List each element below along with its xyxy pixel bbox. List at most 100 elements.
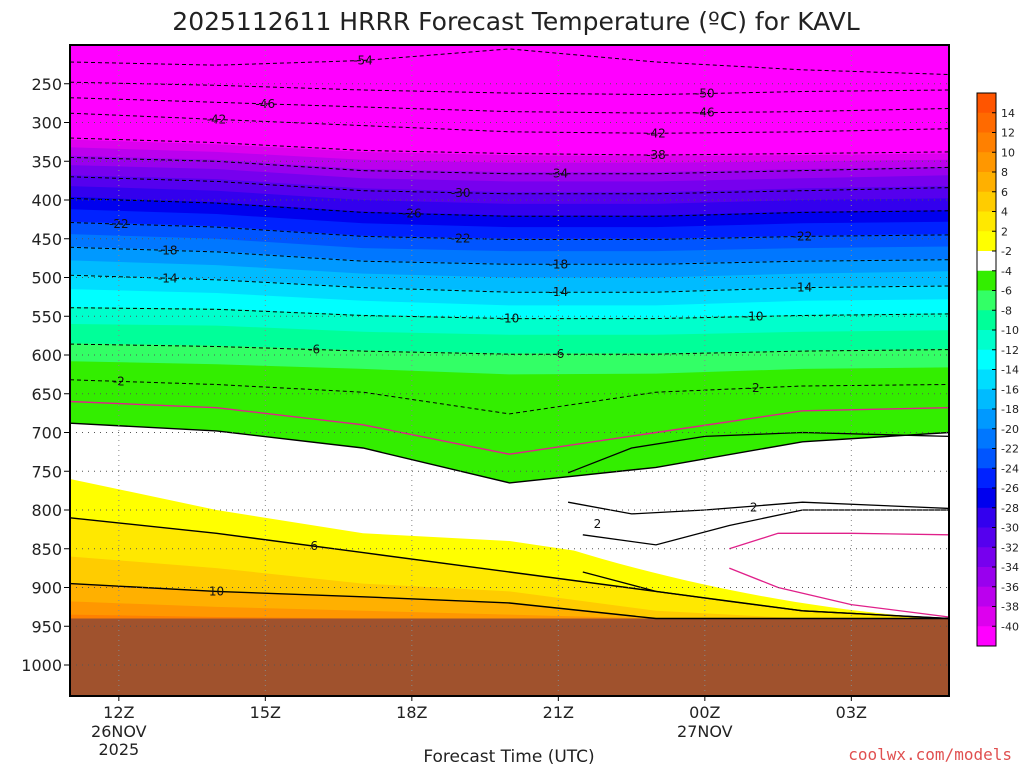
x-tick-sublabel: 26NOV bbox=[91, 722, 147, 741]
colorbar-tick-label: 2 bbox=[1001, 225, 1008, 238]
colorbar-swatch bbox=[977, 172, 996, 193]
y-tick-label-950: 950 bbox=[31, 617, 62, 636]
region-inversion-white-layer bbox=[568, 510, 949, 619]
ground-fill bbox=[70, 618, 949, 696]
contour-line--2 bbox=[69, 379, 950, 415]
x-tick-sublabel: 27NOV bbox=[677, 722, 733, 741]
y-tick-label-650: 650 bbox=[31, 385, 62, 404]
colorbar-swatch bbox=[977, 567, 996, 588]
contour-label: -14 bbox=[549, 285, 569, 299]
contour-line-2 bbox=[69, 422, 950, 484]
colorbar-tick-label: -28 bbox=[1001, 502, 1019, 515]
y-tick-label-550: 550 bbox=[31, 307, 62, 326]
x-tick-label-12Z: 12Z bbox=[103, 703, 134, 722]
y-tick-label-500: 500 bbox=[31, 269, 62, 288]
contour-label: -34 bbox=[549, 167, 569, 181]
contour-label: -38 bbox=[646, 148, 666, 162]
colorbar-tick-label: -38 bbox=[1001, 601, 1019, 614]
colorbar-swatch bbox=[977, 310, 996, 331]
contour-label: -18 bbox=[158, 243, 178, 257]
contour-label: -10 bbox=[744, 310, 764, 324]
colorbar-swatch bbox=[977, 409, 996, 430]
contour-label: -26 bbox=[402, 207, 422, 221]
contour-label: -30 bbox=[451, 186, 471, 200]
temp-band-12 bbox=[70, 601, 949, 619]
y-tick-label-1000: 1000 bbox=[21, 656, 62, 675]
colorbar-swatch bbox=[977, 251, 996, 272]
credit-text[interactable]: coolwx.com/models bbox=[848, 745, 1012, 764]
colorbar-swatch bbox=[977, 547, 996, 568]
colorbar-tick-label: 14 bbox=[1001, 107, 1015, 120]
colorbar-swatch bbox=[977, 448, 996, 469]
colorbar-tick-label: -12 bbox=[1001, 344, 1019, 357]
contour-line-0 bbox=[69, 400, 950, 455]
contour-label: -2 bbox=[748, 381, 760, 395]
colorbar-swatch bbox=[977, 270, 996, 291]
contour-label: -42 bbox=[207, 112, 227, 126]
y-tick-label-300: 300 bbox=[31, 114, 62, 133]
colorbar-tick-label: -20 bbox=[1001, 423, 1019, 436]
colorbar-tick-label: -16 bbox=[1001, 383, 1019, 396]
y-tick-label-600: 600 bbox=[31, 346, 62, 365]
colorbar-swatch bbox=[977, 428, 996, 449]
y-tick-label-800: 800 bbox=[31, 501, 62, 520]
colorbar-swatch bbox=[977, 468, 996, 489]
x-tick-label-03Z: 03Z bbox=[836, 703, 867, 722]
y-tick-label-850: 850 bbox=[31, 540, 62, 559]
colorbar-tick-label: -24 bbox=[1001, 462, 1019, 475]
colorbar: 14 12 10 8 6 4 2 -2 -4 -6 -8 -10 -12 -14 -16 -18 -20 -22 -… bbox=[976, 92, 1019, 647]
colorbar-tick-label: -26 bbox=[1001, 482, 1019, 495]
colorbar-swatch bbox=[977, 626, 996, 647]
contour-label: -6 bbox=[552, 347, 564, 361]
contour-label: -22 bbox=[109, 217, 129, 231]
colorbar-swatch bbox=[977, 152, 996, 173]
contour-line-10 bbox=[69, 582, 949, 620]
inner-contour-label: 2 bbox=[594, 517, 602, 531]
temp-band-14 bbox=[70, 614, 949, 619]
colorbar-tick-label: -32 bbox=[1001, 541, 1019, 554]
colorbar-tick-label: -4 bbox=[1001, 265, 1012, 278]
contour-label: -2 bbox=[113, 374, 125, 388]
contour-label: -14 bbox=[793, 281, 813, 295]
x-tick-label-00Z: 00Z bbox=[689, 703, 720, 722]
plot-frame bbox=[69, 44, 950, 697]
colorbar-tick-label: -18 bbox=[1001, 403, 1019, 416]
colorbar-swatch bbox=[977, 606, 996, 627]
y-axis: 250 300 350 400 450 500 550 600 650 700 750 800 850 9… bbox=[21, 75, 70, 675]
colorbar-tick-label: 4 bbox=[1001, 206, 1008, 219]
colorbar-swatch bbox=[977, 132, 996, 153]
y-tick-label-450: 450 bbox=[31, 230, 62, 249]
contour-label: 10 bbox=[209, 584, 224, 598]
colorbar-swatch bbox=[977, 349, 996, 370]
y-tick-label-400: 400 bbox=[31, 191, 62, 210]
contour-label: 6 bbox=[310, 539, 318, 553]
inner-contour-label: 2 bbox=[750, 501, 758, 515]
contour-label: -42 bbox=[646, 126, 666, 140]
colorbar-tick-label: -10 bbox=[1001, 324, 1019, 337]
y-tick-label-900: 900 bbox=[31, 579, 62, 598]
contour-label: -46 bbox=[695, 106, 715, 120]
x-tick-label-18Z: 18Z bbox=[396, 703, 427, 722]
colorbar-swatch bbox=[977, 211, 996, 232]
colorbar-tick-label: -34 bbox=[1001, 561, 1019, 574]
contour-label: -6 bbox=[308, 343, 320, 357]
contour-label: -18 bbox=[549, 257, 569, 271]
y-tick-label-350: 350 bbox=[31, 152, 62, 171]
colorbar-tick-label: -2 bbox=[1001, 245, 1012, 258]
colorbar-swatch bbox=[977, 231, 996, 252]
colorbar-swatch bbox=[977, 369, 996, 390]
colorbar-tick-label: -6 bbox=[1001, 285, 1012, 298]
x-tick-sublabel: 2025 bbox=[98, 740, 139, 759]
x-axis-label: Forecast Time (UTC) bbox=[423, 747, 594, 767]
colorbar-swatch bbox=[977, 112, 996, 133]
colorbar-tick-label: 6 bbox=[1001, 186, 1008, 199]
contour-label: -14 bbox=[158, 271, 178, 285]
chart-title: 2025112611 HRRR Forecast Temperature (ºC… bbox=[172, 7, 859, 36]
contour-label: -54 bbox=[353, 54, 373, 68]
colorbar-swatch bbox=[977, 330, 996, 351]
colorbar-swatch bbox=[977, 93, 996, 114]
colorbar-swatch bbox=[977, 527, 996, 548]
x-tick-label-15Z: 15Z bbox=[250, 703, 281, 722]
